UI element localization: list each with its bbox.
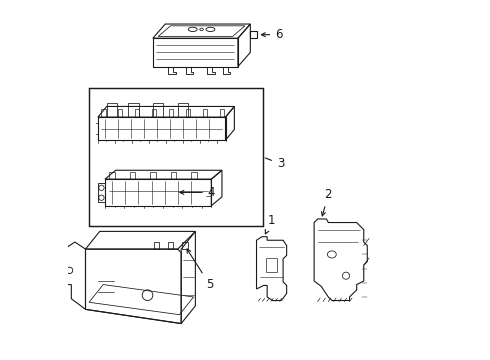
Bar [266, 258, 277, 272]
Text: 3: 3 [265, 157, 284, 170]
Text: 4: 4 [180, 186, 215, 199]
Text: 6: 6 [262, 28, 283, 41]
Bar [89, 88, 263, 226]
Text: 1: 1 [266, 214, 275, 234]
Text: 5: 5 [187, 249, 213, 291]
Text: 2: 2 [321, 188, 332, 216]
